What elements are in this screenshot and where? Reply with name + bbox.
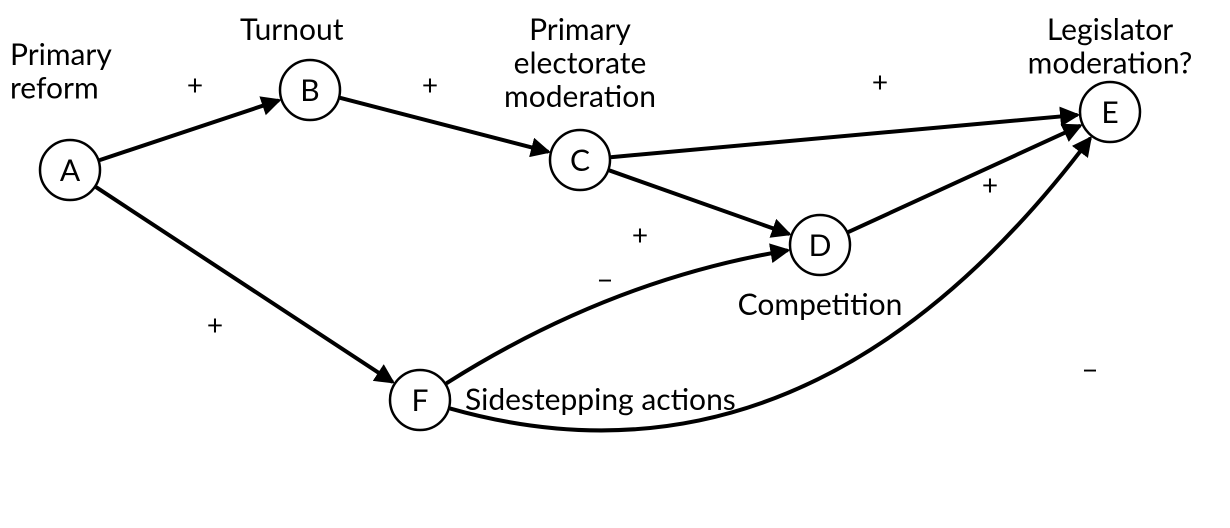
node-A: A <box>40 140 100 200</box>
edge-sign-F-E: − <box>1082 352 1098 386</box>
node-label-B: Turnout <box>240 11 344 47</box>
node-label-F: Sidestepping actions <box>465 381 736 417</box>
node-letter-B: B <box>300 72 319 108</box>
node-letter-C: C <box>570 142 590 178</box>
edge-D-E <box>849 126 1079 231</box>
edge-sign-B-C: + <box>422 67 438 101</box>
node-C: C <box>550 130 610 190</box>
edge-sign-D-E: + <box>982 167 998 201</box>
edge-sign-F-D: − <box>597 262 613 296</box>
node-D: D <box>790 215 850 275</box>
node-label-D: Competition <box>738 286 903 322</box>
node-label-A: Primaryreform <box>10 36 112 106</box>
nodes-layer: A B C D E F <box>40 60 1140 430</box>
node-letter-E: E <box>1101 94 1118 130</box>
node-E: E <box>1080 82 1140 142</box>
edges-layer: ++++++−− <box>97 64 1098 430</box>
node-label-E: Legislatormoderation? <box>1028 11 1193 81</box>
node-letter-A: A <box>60 152 81 188</box>
edge-A-B <box>100 101 277 160</box>
edge-sign-C-E: + <box>872 64 888 98</box>
node-letter-F: F <box>412 382 429 418</box>
edge-sign-A-B: + <box>187 67 203 101</box>
edge-sign-C-D: + <box>632 217 648 251</box>
node-letter-D: D <box>809 227 832 263</box>
edge-A-F <box>97 188 392 382</box>
node-B: B <box>280 60 340 120</box>
node-F: F <box>390 370 450 430</box>
edge-C-E <box>612 115 1076 157</box>
causal-diagram: ++++++−−ABCDEFPrimaryreformTurnoutPrimar… <box>0 0 1230 528</box>
edge-sign-A-F: + <box>207 307 223 341</box>
node-label-C: Primaryelectoratemoderation <box>504 11 656 114</box>
edge-F-D <box>447 251 786 383</box>
